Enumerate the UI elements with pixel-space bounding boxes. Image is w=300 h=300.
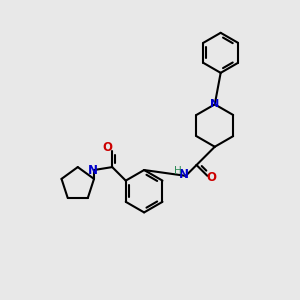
Text: N: N bbox=[88, 164, 98, 176]
Text: O: O bbox=[102, 141, 112, 154]
Text: H: H bbox=[174, 166, 181, 176]
Text: N: N bbox=[179, 168, 189, 181]
Text: O: O bbox=[207, 171, 217, 184]
Text: N: N bbox=[210, 99, 219, 110]
